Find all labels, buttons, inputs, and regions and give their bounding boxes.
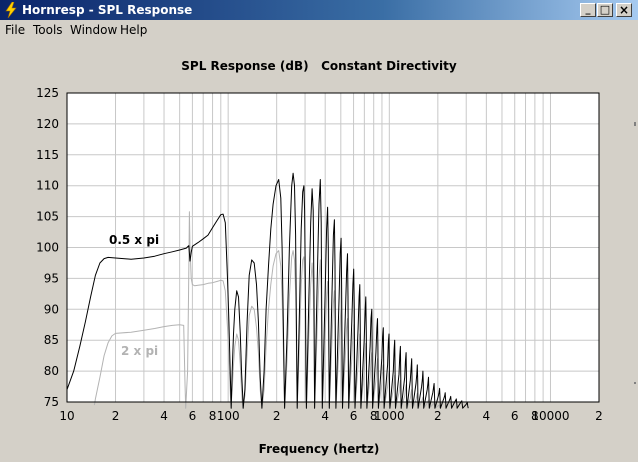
- y-tick-label: 115: [36, 148, 59, 162]
- x-tick-label: 6: [511, 409, 519, 423]
- maximize-button[interactable]: □: [597, 3, 613, 17]
- edge-marker: [634, 122, 636, 126]
- chart-title: SPL Response (dB) Constant Directivity: [181, 59, 457, 73]
- menu-file[interactable]: File: [5, 23, 26, 37]
- x-tick-label: 2: [434, 409, 442, 423]
- x-tick-label: 10: [59, 409, 74, 423]
- x-tick-label: 6: [350, 409, 358, 423]
- y-tick-label: 110: [36, 179, 59, 193]
- x-tick-label: 4: [160, 409, 168, 423]
- y-axis: 75 80 85 90 95 100 105 110 115 120 125: [36, 86, 59, 409]
- y-tick-label: 120: [36, 117, 59, 131]
- series-group: [66, 172, 469, 409]
- x-tick-label: 8: [370, 409, 378, 423]
- x-tick-label: 6: [189, 409, 197, 423]
- series-label-0-5-pi: 0.5 x pi: [109, 233, 160, 247]
- x-tick-label: 2: [273, 409, 281, 423]
- window-title: Hornresp - SPL Response: [22, 3, 193, 17]
- x-tick-label: 2: [112, 409, 120, 423]
- x-tick-label: 100: [217, 409, 240, 423]
- menu-bar: File Tools Window Help: [0, 20, 638, 39]
- y-tick-label: 90: [44, 302, 59, 316]
- y-tick-label: 80: [44, 364, 59, 378]
- y-tick-label: 105: [36, 210, 59, 224]
- x-tick-label: 8: [209, 409, 217, 423]
- series-label-2-pi: 2 x pi: [121, 344, 159, 358]
- x-tick-label: 10000: [531, 409, 569, 423]
- menu-tools[interactable]: Tools: [33, 23, 63, 37]
- menu-window[interactable]: Window: [70, 23, 118, 37]
- minimize-button[interactable]: _: [580, 3, 596, 17]
- x-tick-label: 1000: [374, 409, 405, 423]
- x-tick-label: 8: [531, 409, 539, 423]
- hornresp-logo-icon: [5, 2, 17, 18]
- edge-marker: [634, 382, 636, 384]
- plot-frame: [66, 92, 600, 403]
- y-tick-label: 125: [36, 86, 59, 100]
- x-axis-label: Frequency (hertz): [258, 442, 380, 456]
- menu-help[interactable]: Help: [120, 23, 148, 37]
- close-button[interactable]: ×: [616, 3, 632, 17]
- window-edge: [632, 40, 638, 462]
- x-tick-label: 4: [321, 409, 329, 423]
- y-tick-label: 75: [44, 395, 59, 409]
- title-bar[interactable]: Hornresp - SPL Response _ □ ×: [0, 0, 638, 20]
- x-tick-label: 2: [595, 409, 603, 423]
- series-line-0-5-pi: [66, 172, 469, 409]
- x-tick-label: 4: [483, 409, 491, 423]
- y-tick-label: 100: [36, 241, 59, 255]
- y-tick-label: 95: [44, 271, 59, 285]
- y-tick-label: 85: [44, 333, 59, 347]
